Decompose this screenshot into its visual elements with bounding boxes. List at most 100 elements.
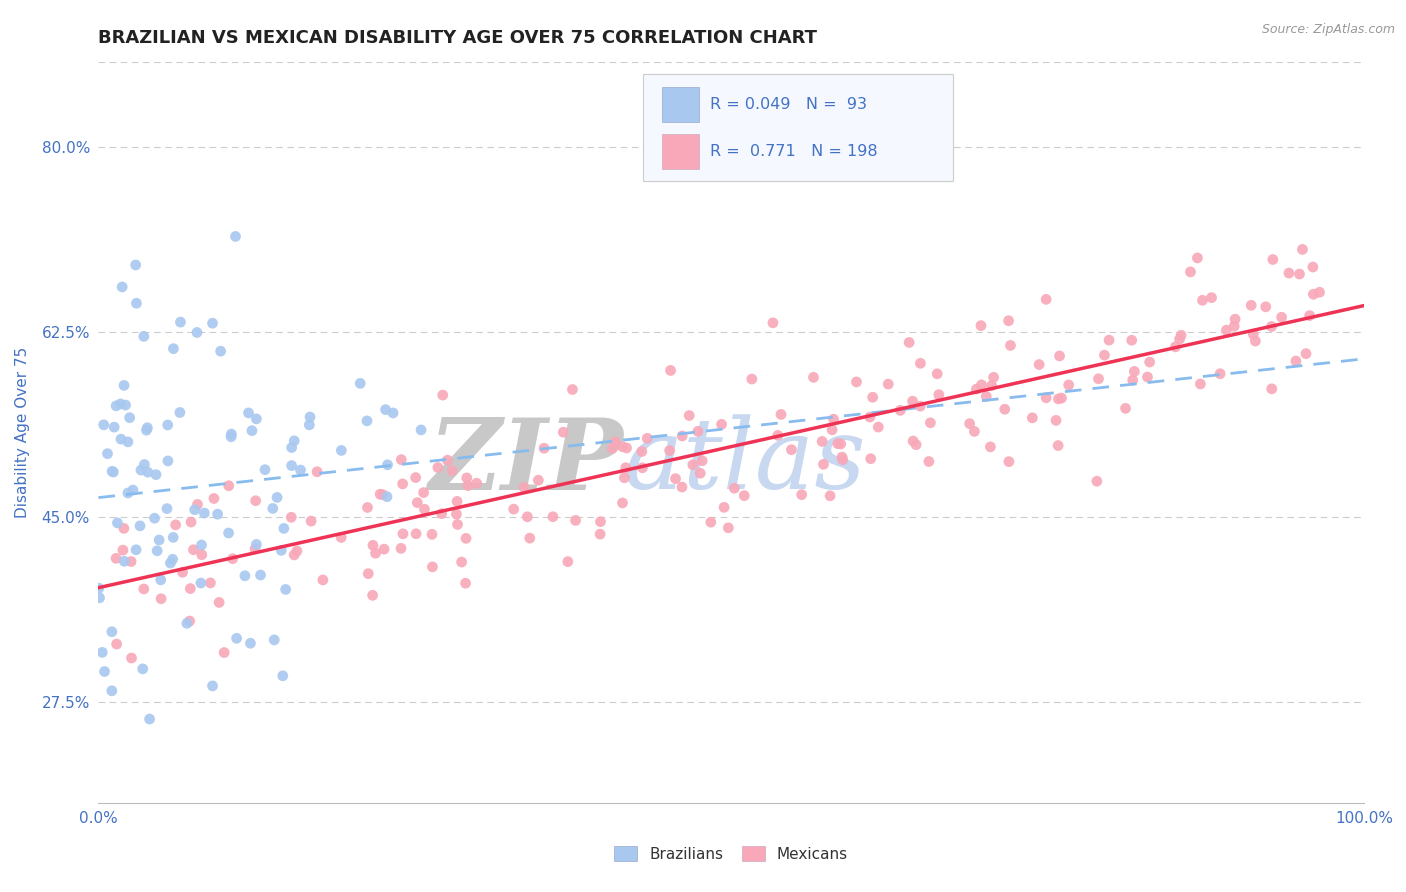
Point xyxy=(162,552,184,566)
Point xyxy=(118,410,141,425)
Point xyxy=(112,521,135,535)
Point xyxy=(201,316,224,330)
Point xyxy=(1308,285,1330,300)
Point xyxy=(974,389,997,403)
Point xyxy=(221,427,243,442)
Point xyxy=(148,533,170,547)
Point xyxy=(1000,338,1022,352)
Point xyxy=(813,457,835,471)
Point xyxy=(928,387,950,401)
Point xyxy=(371,488,394,502)
Point xyxy=(377,458,399,472)
Point xyxy=(91,645,114,659)
Point xyxy=(245,493,267,508)
Point xyxy=(616,441,638,455)
Point xyxy=(658,443,681,458)
Point xyxy=(1187,251,1209,265)
Point xyxy=(280,458,302,473)
Point xyxy=(179,614,201,628)
Point xyxy=(868,420,890,434)
Point xyxy=(283,548,305,562)
Point xyxy=(271,669,294,683)
Point xyxy=(541,509,564,524)
Point xyxy=(821,423,844,437)
Point xyxy=(382,406,405,420)
Point xyxy=(150,591,173,606)
Point xyxy=(671,480,693,494)
Point xyxy=(245,412,267,426)
Point xyxy=(927,367,949,381)
Point xyxy=(186,498,208,512)
FancyBboxPatch shape xyxy=(643,73,953,181)
Point xyxy=(441,464,464,478)
Point xyxy=(183,542,205,557)
Point xyxy=(136,465,159,479)
Point xyxy=(374,402,396,417)
Point xyxy=(1291,243,1313,257)
Point xyxy=(901,434,924,448)
Point xyxy=(613,471,636,485)
Point xyxy=(1260,319,1282,334)
Point xyxy=(436,453,458,467)
Bar xyxy=(661,87,699,122)
Point xyxy=(349,376,371,391)
Point xyxy=(162,342,184,356)
Point xyxy=(1244,334,1267,348)
Point xyxy=(330,443,353,458)
Point xyxy=(193,506,215,520)
Point xyxy=(733,489,755,503)
Point xyxy=(1254,300,1277,314)
Point xyxy=(527,473,550,487)
Point xyxy=(159,556,181,570)
Point xyxy=(700,515,723,529)
Point xyxy=(219,430,242,444)
Point xyxy=(357,566,380,581)
Point xyxy=(671,429,693,443)
Point xyxy=(1209,367,1232,381)
Point xyxy=(290,463,312,477)
Point xyxy=(827,436,849,450)
Point xyxy=(631,460,654,475)
Point xyxy=(446,507,468,521)
Point xyxy=(101,683,124,698)
Point xyxy=(208,595,231,609)
Point xyxy=(105,399,128,413)
Point xyxy=(1050,391,1073,405)
Point xyxy=(1288,267,1310,281)
Point xyxy=(184,502,207,516)
Point xyxy=(454,576,477,591)
Point xyxy=(114,398,136,412)
Text: R = 0.049   N =  93: R = 0.049 N = 93 xyxy=(710,97,866,112)
Point xyxy=(283,434,305,448)
Point xyxy=(1240,298,1263,312)
Point xyxy=(689,467,711,481)
Point xyxy=(391,476,413,491)
Point xyxy=(998,455,1021,469)
Point xyxy=(965,382,987,396)
Point xyxy=(110,397,132,411)
Point xyxy=(457,478,479,492)
Point xyxy=(389,541,412,556)
Point xyxy=(959,417,981,431)
Point xyxy=(274,582,297,597)
Point xyxy=(375,490,398,504)
Point xyxy=(600,442,623,456)
Point xyxy=(176,616,198,631)
Point xyxy=(1087,372,1109,386)
Point xyxy=(862,390,884,404)
Point xyxy=(409,423,432,437)
Point xyxy=(1295,346,1317,360)
Point xyxy=(831,450,853,464)
Point xyxy=(533,442,555,456)
Point xyxy=(190,548,212,562)
Point xyxy=(561,383,583,397)
Point xyxy=(1035,293,1057,307)
Point xyxy=(690,453,713,467)
Point xyxy=(516,509,538,524)
Point xyxy=(422,560,444,574)
Point xyxy=(299,514,322,528)
Point xyxy=(430,507,453,521)
Point xyxy=(240,424,263,438)
Point xyxy=(898,335,921,350)
Point xyxy=(589,515,612,529)
